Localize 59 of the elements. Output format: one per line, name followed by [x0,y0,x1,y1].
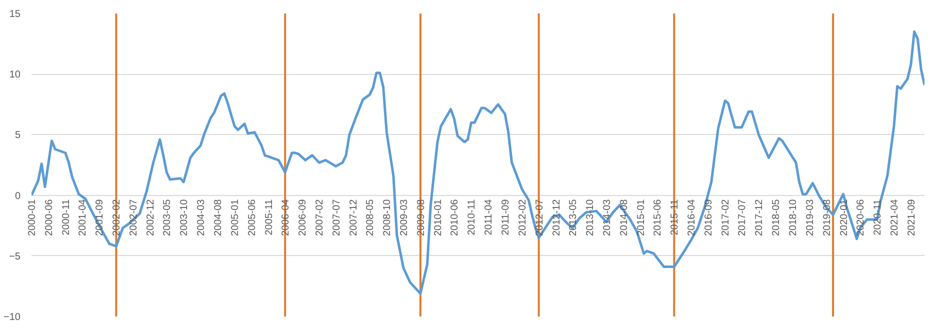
x-tick-label: 2001-09 [94,198,106,236]
y-tick-label: 15 [9,9,21,20]
x-tick-label: 2009-03 [398,198,410,236]
x-tick-label: 2015-06 [652,198,664,236]
x-tick-label: 2012-07 [534,198,546,236]
x-tick-label: 2016-04 [686,198,698,236]
x-tick-label: 2008-10 [382,198,394,236]
x-tick-label: 2012-02 [518,198,529,236]
x-tick-label: 2011-09 [500,198,512,236]
x-tick-label: 2021-04 [889,198,900,236]
x-tick-label: 2013-10 [585,198,596,236]
x-tick-label: 2010-01 [432,198,444,236]
x-tick-label: 2000-11 [60,198,72,236]
x-tick-label: 2003-05 [162,198,174,236]
x-tick-label: 2020-01 [838,198,850,236]
x-tick-label: 2020-06 [856,198,867,236]
y-tick-label: −10 [4,312,21,323]
x-tick-label: 2017-02 [720,198,732,236]
x-tick-label: 2003-10 [179,198,190,236]
x-tick-label: 2000-01 [27,198,38,236]
y-tick-label: 10 [9,70,21,81]
x-tick-label: 2010-06 [450,198,461,236]
x-tick-label: 2004-08 [213,198,224,236]
x-tick-label: 2007-02 [314,198,326,236]
x-tick-label: 2002-07 [128,198,140,236]
x-tick-label: 2005-06 [246,198,258,236]
x-tick-label: 2005-11 [264,198,275,236]
x-tick-label: 2006-09 [298,198,309,236]
x-tick-label: 2014-08 [618,198,630,236]
x-tick-label: 2009-08 [416,198,427,236]
x-tick-label: 2000-06 [44,198,55,236]
x-tick-label: 2015-11 [670,198,681,236]
x-tick-label: 2013-05 [568,198,580,236]
x-tick-label: 2018-05 [770,198,782,236]
x-tick-label: 2006-04 [280,198,292,236]
x-tick-label: 2019-03 [804,198,816,236]
x-tick-label: 2007-12 [348,198,360,236]
x-tick-label: 2010-11 [466,198,478,236]
y-tick-label: −5 [9,251,21,262]
x-tick-label: 2018-10 [788,198,799,236]
x-tick-label: 2002-02 [112,198,123,236]
x-tick-label: 2011-04 [484,198,494,236]
y-tick-label: 0 [14,190,21,202]
y-tick-label: 5 [14,130,21,142]
x-tick-label: 2020-11 [872,198,884,236]
x-tick-label: 2001-04 [78,198,89,236]
x-tick-label: 2016-09 [704,198,715,236]
x-tick-label: 2002-12 [145,198,156,236]
x-tick-label: 2007-07 [331,198,342,236]
x-tick-label: 2021-09 [906,198,918,236]
x-tick-label: 2014-03 [602,198,613,236]
x-tick-label: 2012-12 [551,198,562,236]
x-tick-label: 2004-03 [196,198,208,236]
x-tick-label: 2008-05 [365,198,376,236]
x-tick-label: 2005-01 [230,198,242,236]
x-tick-label: 2017-07 [737,198,748,236]
x-tick-label: 2019-08 [822,198,833,236]
x-tick-label: 2017-12 [754,198,766,236]
x-tick-label: 2015-01 [636,198,647,236]
